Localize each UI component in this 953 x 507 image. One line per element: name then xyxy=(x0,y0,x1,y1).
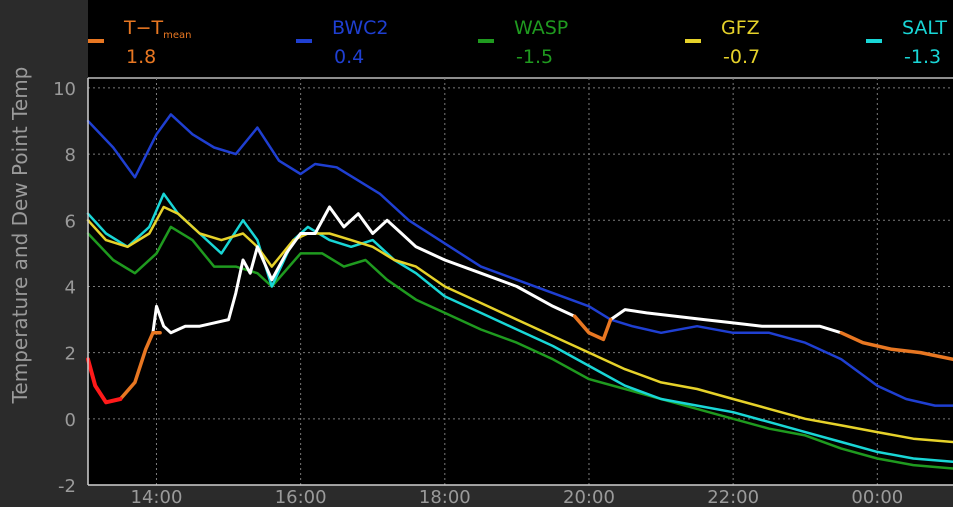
series-line-1 xyxy=(86,225,953,470)
series-line-3 xyxy=(86,205,953,444)
legend-name: SALT xyxy=(902,17,947,39)
legend-value: 0.4 xyxy=(334,46,364,68)
y-tick-label: 6 xyxy=(65,211,76,232)
series-line-0 xyxy=(86,113,953,407)
legend-name: GFZ xyxy=(721,17,760,39)
legend-value: -1.5 xyxy=(516,46,553,68)
y-tick-label: 8 xyxy=(65,145,76,166)
legend-name: WASP xyxy=(514,17,568,39)
x-tick-label: 00:00 xyxy=(851,487,903,507)
series-line-4 xyxy=(151,205,577,335)
y-tick-label: -2 xyxy=(58,476,76,497)
legend-band xyxy=(88,0,953,78)
series-line-8 xyxy=(839,331,953,362)
y-tick-label: 4 xyxy=(65,277,76,298)
y-tick-label: 0 xyxy=(65,410,76,431)
x-tick-label: 22:00 xyxy=(707,487,759,507)
y-tick-label: 10 xyxy=(53,79,76,100)
series-line-9 xyxy=(86,357,123,405)
legend-name: BWC2 xyxy=(332,17,389,39)
x-tick-label: 14:00 xyxy=(131,487,183,507)
series-line-7 xyxy=(572,314,613,342)
legend-value: -1.3 xyxy=(904,46,941,68)
series-line-6 xyxy=(118,331,162,401)
y-tick-label: 2 xyxy=(65,344,76,365)
y-axis-label: Temperature and Dew Point Temp xyxy=(8,66,32,404)
legend-value: 1.8 xyxy=(126,46,156,68)
x-tick-label: 16:00 xyxy=(275,487,327,507)
series-line-5 xyxy=(609,308,843,335)
legend-value: -0.7 xyxy=(723,46,760,68)
x-tick-label: 18:00 xyxy=(419,487,471,507)
x-tick-label: 20:00 xyxy=(563,487,615,507)
